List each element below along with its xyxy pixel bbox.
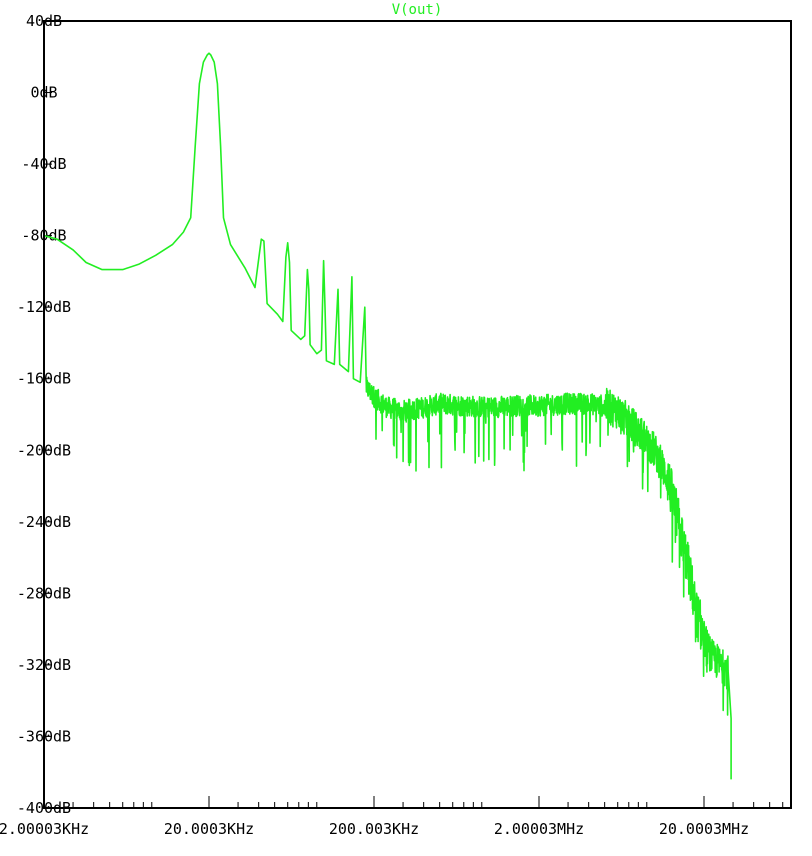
x-tick-label: 20.0003MHz (659, 820, 749, 838)
x-tick-label: 2.00003KHz (0, 820, 89, 838)
x-tick-label: 20.0003KHz (164, 820, 254, 838)
plot-area (43, 52, 732, 780)
x-tick-label: 2.00003MHz (494, 820, 584, 838)
series-label-v-out: V(out) (392, 2, 443, 18)
series-trace-v-out (43, 52, 732, 780)
x-tick-label: 200.003KHz (329, 820, 419, 838)
plot-frame (43, 20, 792, 809)
x-axis: 2.00003KHz 20.0003KHz 200.003KHz 2.00003MHz… (0, 796, 784, 838)
